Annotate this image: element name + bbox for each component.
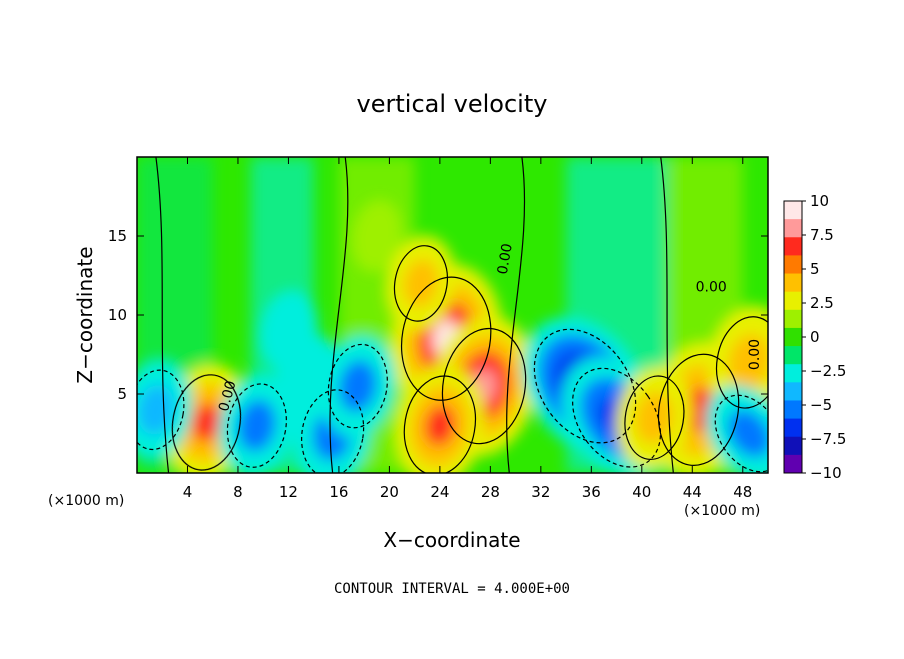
x-tick-label: 36 (582, 483, 601, 501)
x-tick-label: 12 (279, 483, 298, 501)
velocity-field (137, 157, 768, 473)
colorbar-swatch (784, 454, 802, 474)
negative-contour (327, 343, 388, 429)
x-tick-label: 28 (481, 483, 500, 501)
x-tick-label: 8 (233, 483, 243, 501)
positive-contour (441, 327, 527, 445)
contour-label: 0.00 (495, 242, 516, 275)
velocity-level (237, 399, 276, 452)
zero-contour (660, 157, 674, 473)
colorbar-label: 0 (810, 328, 820, 346)
negative-contour (572, 367, 662, 468)
contour-label: 0.00 (696, 279, 727, 295)
x-unit-right: (×1000 m) (684, 503, 760, 519)
velocity-level (191, 402, 221, 443)
positive-contour (400, 276, 492, 401)
positive-contour (171, 374, 242, 471)
negative-contour (301, 389, 365, 473)
contour-label: 0.00 (747, 339, 763, 370)
colorbar-label: 5 (810, 260, 820, 278)
contour-interval-note: CONTOUR INTERVAL = 4.000E+00 (334, 581, 570, 597)
colorbar-swatch (784, 418, 802, 438)
colorbar-swatch (784, 309, 802, 329)
velocity-cell (616, 365, 693, 470)
colorbar-label: −5 (810, 396, 832, 414)
y-tick-label: 5 (117, 385, 127, 403)
colorbar-swatch (784, 346, 802, 365)
x-axis-label: X−coordinate (383, 528, 520, 552)
contour-label: 0.00 (216, 379, 240, 413)
colorbar-swatch (784, 237, 802, 256)
velocity-level (424, 405, 455, 446)
x-tick-label: 40 (632, 483, 651, 501)
x-axis: 4 8 12 16 20 24 28 32 36 40 44 48 (183, 157, 752, 501)
colorbar-label: 2.5 (810, 294, 834, 312)
colorbar-label: 7.5 (810, 226, 834, 244)
positive-contour (715, 316, 768, 409)
x-tick-label: 20 (380, 483, 399, 501)
y-axis: 5 10 15 (108, 227, 768, 403)
negative-contour (137, 369, 185, 451)
positive-contour (657, 353, 740, 466)
velocity-cell (274, 332, 341, 424)
zero-contour (155, 157, 170, 473)
velocity-cell (351, 199, 403, 273)
contour-labels: 0.00 0.00 0.00 0.00 (216, 242, 763, 413)
x-tick-label: 44 (683, 483, 702, 501)
negative-contour (714, 394, 768, 473)
colorbar-label: −10 (810, 464, 842, 482)
chart-title: vertical velocity (357, 90, 548, 118)
negative-contour (226, 383, 287, 468)
positive-contour (624, 375, 685, 460)
colorbar: 10 7.5 5 2.5 0 −2.5 −5 −7.5 −10 (783, 192, 846, 482)
velocity-level (728, 334, 768, 391)
x-tick-label: 48 (733, 483, 752, 501)
zero-contour (506, 157, 526, 473)
zero-contour (329, 157, 349, 473)
y-axis-label: Z−coordinate (73, 246, 97, 383)
velocity-cell (394, 364, 485, 473)
velocity-level (351, 199, 403, 273)
colorbar-swatch (784, 382, 802, 401)
x-unit-left: (×1000 m) (48, 493, 124, 509)
velocity-level (338, 360, 377, 413)
velocity-cell (319, 333, 396, 439)
velocity-level (403, 259, 439, 308)
x-tick-label: 4 (183, 483, 193, 501)
positive-contour (403, 375, 477, 473)
y-tick-label: 10 (108, 306, 127, 324)
x-tick-label: 24 (430, 483, 449, 501)
positive-contour (393, 245, 448, 322)
colorbar-swatch (784, 436, 802, 456)
colorbar-swatch (784, 327, 802, 347)
velocity-level (635, 391, 674, 444)
x-tick-label: 32 (531, 483, 550, 501)
colorbar-swatch (784, 255, 802, 275)
velocity-cell (706, 385, 768, 473)
x-tick-label: 16 (329, 483, 348, 501)
velocity-cell (386, 235, 456, 332)
colorbar-swatch (784, 364, 802, 383)
colorbar-swatch (784, 291, 802, 311)
velocity-level (274, 332, 341, 424)
colorbar-label: −2.5 (810, 362, 846, 380)
colorbar-label: 10 (810, 192, 829, 210)
colorbar-label: −7.5 (810, 430, 846, 448)
colorbar-swatch (784, 273, 802, 293)
colorbar-swatch (784, 219, 802, 238)
y-tick-label: 15 (108, 227, 127, 245)
colorbar-swatch (784, 400, 802, 420)
colorbar-swatch (784, 201, 802, 220)
velocity-level (727, 409, 768, 458)
